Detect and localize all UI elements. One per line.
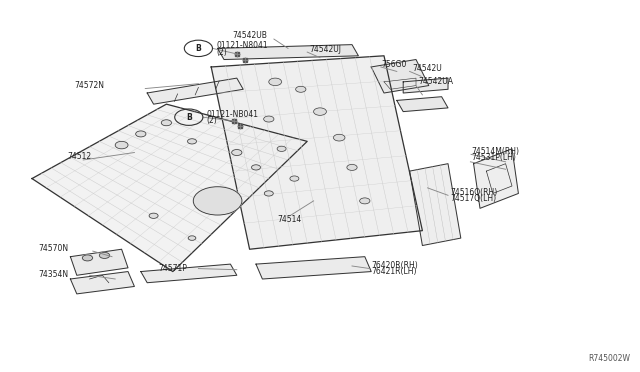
Circle shape	[290, 176, 299, 181]
Circle shape	[193, 187, 242, 215]
Circle shape	[264, 116, 274, 122]
Circle shape	[161, 120, 172, 126]
Text: 74531P(LH): 74531P(LH)	[471, 153, 516, 162]
Polygon shape	[256, 257, 371, 279]
Text: 74542UA: 74542UA	[418, 77, 453, 86]
Text: R745002W: R745002W	[588, 354, 630, 363]
Circle shape	[188, 139, 196, 144]
Text: 74517Q(LH): 74517Q(LH)	[450, 194, 496, 203]
Polygon shape	[397, 97, 448, 112]
Text: 01121-NB041: 01121-NB041	[207, 110, 259, 119]
Polygon shape	[141, 264, 237, 283]
Circle shape	[232, 150, 242, 155]
Circle shape	[252, 165, 260, 170]
Text: B: B	[186, 113, 191, 122]
Circle shape	[333, 134, 345, 141]
Text: 74542UJ: 74542UJ	[310, 45, 342, 54]
Polygon shape	[70, 272, 134, 294]
Polygon shape	[218, 45, 358, 60]
Circle shape	[136, 131, 146, 137]
Text: 01121-N8041: 01121-N8041	[216, 41, 268, 50]
Polygon shape	[474, 149, 518, 208]
Text: 74571P: 74571P	[158, 264, 188, 273]
Text: 74514: 74514	[278, 215, 302, 224]
Text: 74512: 74512	[67, 152, 92, 161]
Text: 74572N: 74572N	[74, 81, 104, 90]
Circle shape	[83, 255, 93, 261]
Polygon shape	[70, 249, 128, 275]
Polygon shape	[410, 164, 461, 246]
Circle shape	[360, 198, 370, 204]
Polygon shape	[403, 78, 448, 93]
Polygon shape	[211, 56, 422, 249]
Text: 74354N: 74354N	[38, 270, 68, 279]
Circle shape	[347, 164, 357, 170]
Polygon shape	[147, 78, 243, 104]
Text: (2): (2)	[216, 48, 227, 57]
Circle shape	[314, 108, 326, 115]
Circle shape	[264, 191, 273, 196]
Circle shape	[269, 78, 282, 86]
Text: 76421R(LH): 76421R(LH)	[371, 267, 417, 276]
Circle shape	[115, 141, 128, 149]
Polygon shape	[32, 104, 307, 272]
Text: 76420R(RH): 76420R(RH)	[371, 262, 418, 270]
Text: (2): (2)	[207, 116, 218, 125]
Text: 74542U: 74542U	[412, 64, 442, 73]
Circle shape	[149, 213, 158, 218]
Polygon shape	[371, 60, 429, 93]
Text: 756G0: 756G0	[381, 60, 407, 69]
Text: 74514M(RH): 74514M(RH)	[471, 147, 519, 156]
Text: 74542UB: 74542UB	[233, 31, 268, 40]
Circle shape	[188, 236, 196, 240]
Circle shape	[296, 86, 306, 92]
Text: 74570N: 74570N	[38, 244, 68, 253]
Circle shape	[277, 146, 286, 151]
Circle shape	[99, 253, 109, 259]
Text: B: B	[196, 44, 201, 53]
Text: 74516Q(RH): 74516Q(RH)	[450, 188, 497, 197]
